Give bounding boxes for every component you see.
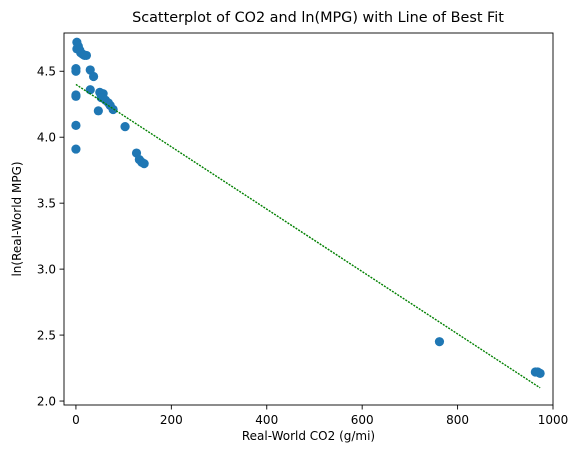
data-point (85, 85, 95, 95)
x-tick-label: 0 (72, 413, 80, 427)
data-point (71, 120, 81, 130)
data-point (93, 106, 103, 116)
y-tick-label: 4.0 (37, 131, 56, 145)
data-point (71, 66, 81, 76)
data-point (535, 368, 545, 378)
axes: 0 200 400 600 800 1000 2.0 2.5 3.0 3.5 4.0 4.5 (37, 32, 569, 427)
data-point (139, 158, 149, 169)
data-point (88, 71, 99, 82)
data-point (71, 144, 81, 154)
plot-area (71, 37, 545, 389)
data-point (81, 50, 92, 61)
plot-frame (63, 32, 554, 406)
x-tick-label: 1000 (538, 413, 569, 427)
data-point (71, 91, 81, 101)
x-tick-label: 600 (351, 413, 374, 427)
y-tick-label: 4.5 (37, 65, 56, 79)
best-fit-line (75, 83, 541, 389)
y-tick-label: 3.0 (37, 262, 56, 276)
y-tick-label: 2.0 (37, 394, 56, 408)
chart-title: Scatterplot of CO2 and ln(MPG) with Line… (132, 10, 504, 26)
x-tick-label: 400 (255, 413, 278, 427)
y-tick-label: 2.5 (37, 328, 56, 342)
y-tick-label: 3.5 (37, 196, 56, 210)
x-tick-label: 200 (160, 413, 183, 427)
y-axis-label: ln(Real-World MPG) (10, 161, 24, 276)
data-point (120, 122, 130, 132)
data-point (434, 337, 445, 347)
x-tick-label: 800 (446, 413, 469, 427)
x-axis-label: Real-World CO2 (g/mi) (242, 429, 375, 443)
